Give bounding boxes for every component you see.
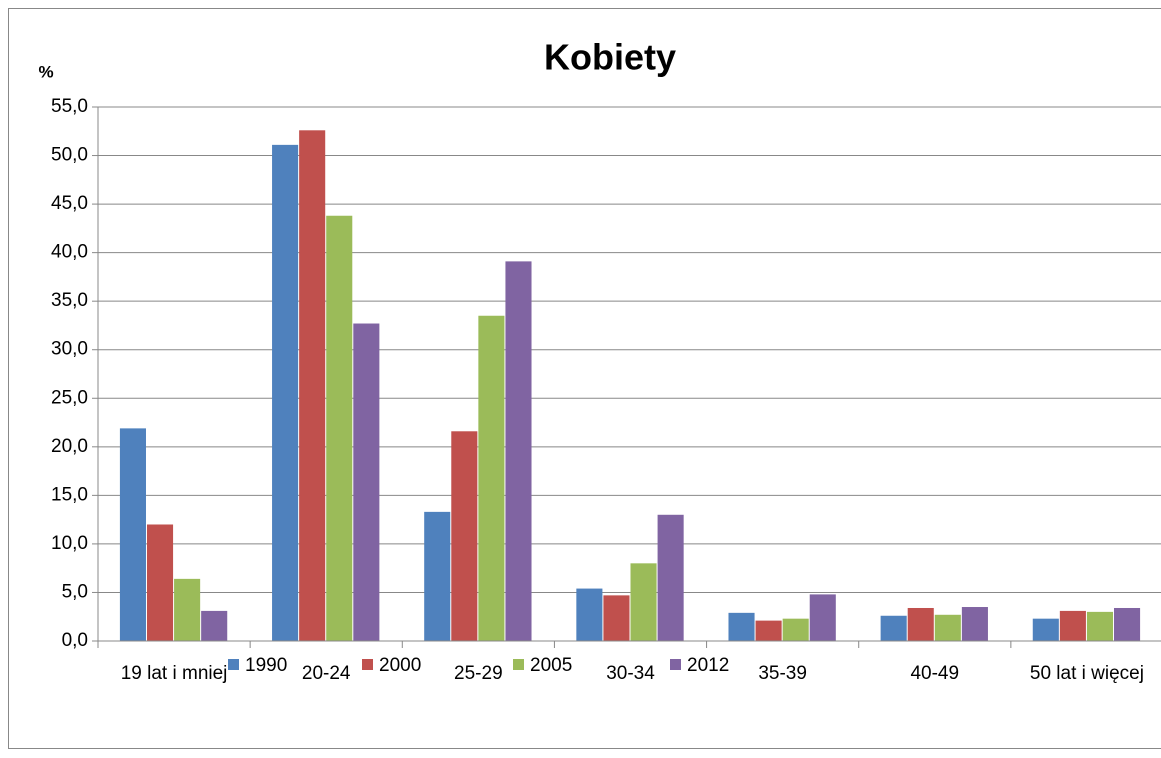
legend-swatch [228, 659, 239, 670]
bar [1086, 611, 1114, 641]
bar [505, 261, 532, 641]
y-tick-label: 0,0 [62, 630, 88, 651]
bar [576, 588, 603, 641]
bar [272, 144, 299, 641]
bar [630, 563, 657, 641]
y-tick-label: 55,0 [51, 96, 88, 117]
legend-swatch [670, 659, 681, 670]
bar [424, 511, 451, 641]
legend-label: 2000 [379, 655, 421, 676]
bar [880, 615, 907, 641]
bar [907, 607, 934, 641]
x-tick-label: 19 lat i mniej [121, 663, 228, 684]
y-tick-label: 5,0 [62, 581, 88, 602]
chart-title: Kobiety [544, 37, 676, 78]
bar [755, 620, 782, 641]
bar [782, 618, 809, 641]
legend-label: 1990 [245, 655, 287, 676]
bar [1032, 618, 1059, 641]
y-axis-label: % [38, 62, 53, 81]
x-tick-label: 25-29 [454, 663, 503, 684]
bar [934, 614, 961, 641]
bar [201, 610, 228, 641]
y-tick-label: 40,0 [51, 242, 88, 263]
y-tick-label: 45,0 [51, 193, 88, 214]
y-tick-label: 20,0 [51, 436, 88, 457]
bar [809, 594, 836, 641]
bar [603, 595, 630, 641]
x-tick-label: 40-49 [910, 663, 959, 684]
bar [728, 612, 755, 641]
legend-label: 2012 [687, 655, 729, 676]
bar [174, 578, 201, 641]
bar [326, 215, 353, 641]
x-tick-label: 50 lat i więcej [1030, 663, 1144, 684]
bar [353, 323, 380, 641]
legend-swatch [362, 659, 373, 670]
y-tick-label: 10,0 [51, 533, 88, 554]
bar [961, 607, 988, 641]
x-tick-label: 20-24 [302, 663, 351, 684]
bar [1114, 607, 1141, 641]
legend-label: 2005 [530, 655, 572, 676]
x-tick-label: 30-34 [606, 663, 655, 684]
y-tick-label: 35,0 [51, 290, 88, 311]
legend-swatch [513, 659, 524, 670]
bar [657, 514, 684, 641]
bar [299, 130, 326, 641]
y-tick-label: 30,0 [51, 339, 88, 360]
bar [1059, 610, 1086, 641]
bar [146, 524, 174, 641]
y-tick-label: 25,0 [51, 387, 88, 408]
bar [451, 431, 478, 641]
y-tick-label: 15,0 [51, 484, 88, 505]
bar [119, 428, 146, 641]
y-tick-label: 50,0 [51, 145, 88, 166]
x-tick-label: 35-39 [758, 663, 807, 684]
bar [478, 315, 505, 641]
